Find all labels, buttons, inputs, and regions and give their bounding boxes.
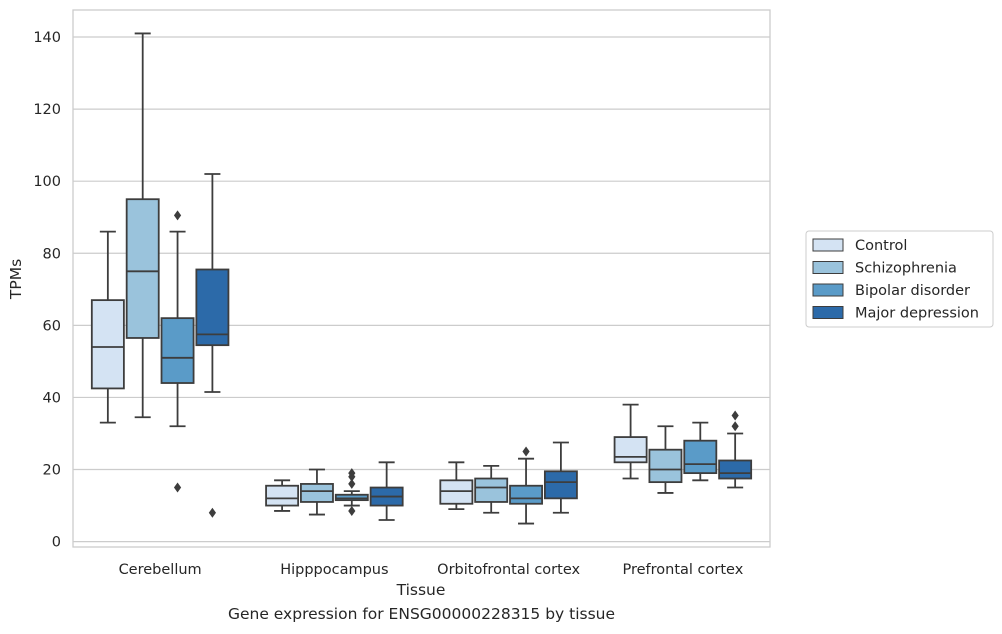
box-bipolar-disorder	[334, 468, 369, 516]
y-tick-label: 140	[33, 30, 61, 46]
box-body	[613, 436, 648, 464]
box-control	[265, 479, 300, 512]
box-body	[474, 477, 509, 503]
box-body	[439, 479, 474, 505]
outlier-point	[348, 505, 356, 516]
outlier-point	[731, 421, 739, 432]
box-body	[509, 484, 543, 505]
y-tick-label: 80	[43, 246, 61, 262]
legend-label: Schizophrenia	[855, 261, 957, 277]
legend-item: Major depression	[812, 306, 979, 322]
box-body	[160, 317, 195, 384]
box-body	[90, 299, 125, 390]
box-series	[90, 32, 753, 525]
box-body	[265, 484, 300, 507]
outlier-point	[208, 507, 216, 518]
box-body	[648, 448, 683, 484]
legend-label: Control	[855, 238, 907, 254]
y-tick-label: 120	[33, 102, 61, 118]
legend-swatch	[812, 283, 844, 297]
box-bipolar-disorder	[160, 210, 195, 493]
y-tick-label: 100	[33, 174, 61, 190]
box-major-depression	[543, 441, 578, 514]
legend-item: Bipolar disorder	[812, 283, 970, 299]
box-schizophrenia	[474, 465, 509, 514]
x-tick-labels: Cerebellum Hipppocampus Orbitofrontal cort…	[119, 562, 744, 578]
box-major-depression	[718, 410, 753, 489]
outlier-point	[731, 410, 739, 421]
box-body	[195, 268, 230, 347]
box-major-depression	[195, 173, 230, 518]
legend: Control Schizophrenia Bipolar disorder Majo…	[805, 230, 994, 328]
outlier-point	[348, 478, 356, 489]
outlier-point	[522, 446, 530, 457]
y-tick-labels: 0 20 40 60 80 100 120 140	[33, 30, 61, 551]
outlier-point	[348, 471, 356, 482]
legend-swatch	[812, 306, 844, 319]
legend-frame	[805, 230, 994, 328]
box-body	[683, 439, 718, 475]
y-tick-label: 40	[43, 390, 61, 406]
legend-item: Control	[812, 238, 907, 254]
plot-frame	[72, 9, 771, 548]
box-body	[334, 493, 369, 502]
chart-caption: Gene expression for ENSG00000228315 by t…	[227, 605, 616, 623]
box-schizophrenia	[300, 468, 334, 516]
box-major-depression	[369, 461, 404, 521]
box-body	[125, 198, 160, 339]
legend-item: Schizophrenia	[812, 261, 957, 277]
x-tick-label: Prefrontal cortex	[622, 562, 743, 578]
x-axis-label: Tissue	[396, 581, 446, 599]
x-tick-label: Orbitofrontal cortex	[437, 562, 580, 578]
y-tick-label: 60	[43, 318, 61, 334]
box-body	[718, 459, 753, 480]
legend-swatch	[812, 238, 844, 252]
box-control	[90, 230, 125, 424]
outlier-point	[173, 482, 182, 493]
box-bipolar-disorder	[509, 446, 543, 525]
x-tick-label: Hipppocampus	[280, 562, 388, 578]
box-body	[543, 470, 578, 500]
legend-swatch	[812, 261, 844, 274]
box-control	[439, 461, 474, 511]
x-tick-label: Cerebellum	[119, 562, 202, 578]
box-bipolar-disorder	[683, 421, 718, 482]
legend-label: Major depression	[855, 306, 979, 322]
box-control	[613, 403, 648, 480]
box-schizophrenia	[125, 32, 160, 419]
y-tick-label: 20	[43, 463, 61, 479]
y-axis-label: TPMs	[7, 259, 25, 300]
box-body	[300, 483, 334, 503]
y-tick-label: 0	[52, 535, 61, 551]
legend-label: Bipolar disorder	[855, 283, 970, 299]
outlier-point	[173, 210, 182, 221]
box-schizophrenia	[648, 425, 683, 494]
